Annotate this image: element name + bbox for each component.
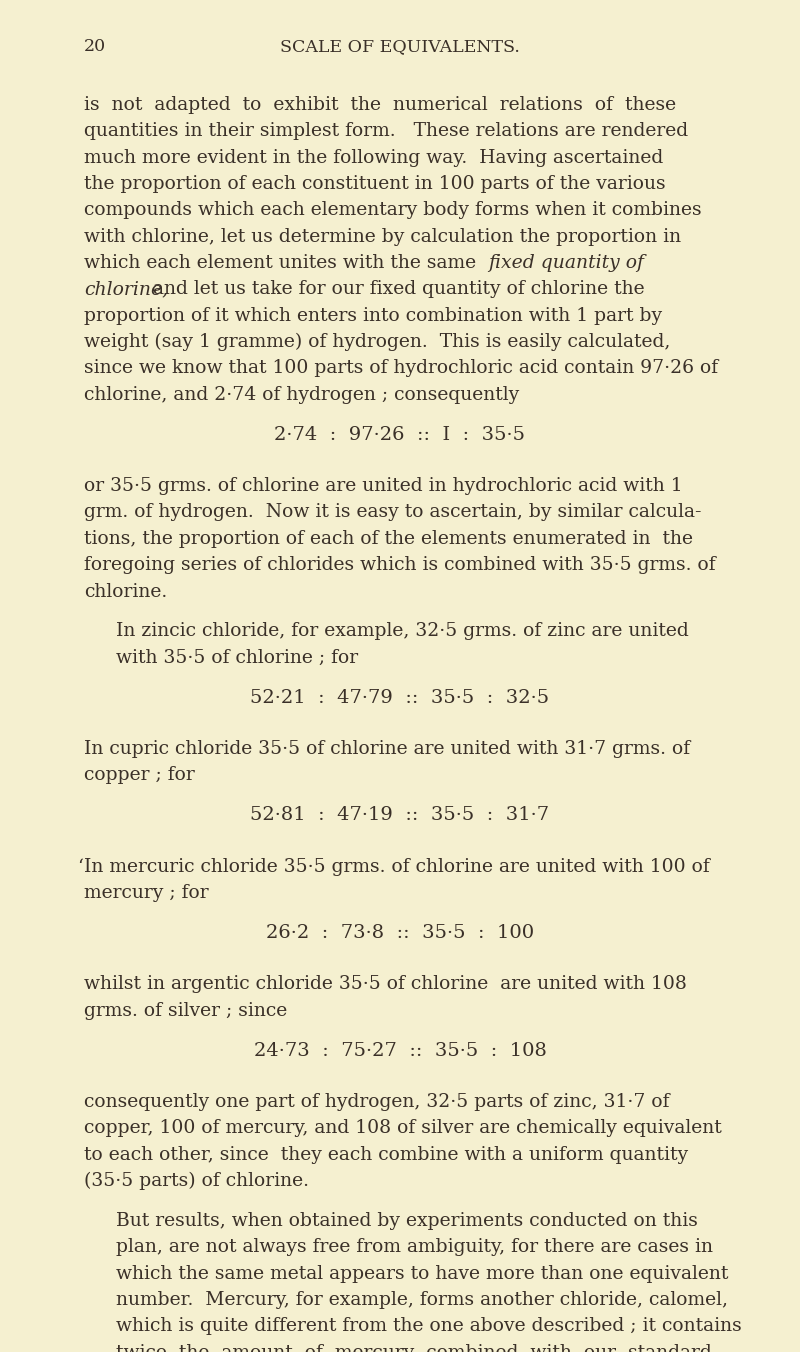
Text: or 35·5 grms. of chlorine are united in hydrochloric acid with 1: or 35·5 grms. of chlorine are united in … <box>84 477 682 495</box>
Text: consequently one part of hydrogen, 32·5 parts of zinc, 31·7 of: consequently one part of hydrogen, 32·5 … <box>84 1092 670 1111</box>
Text: 2·74  :  97·26  ::  I  :  35·5: 2·74 : 97·26 :: I : 35·5 <box>274 426 526 443</box>
Text: 24·73  :  75·27  ::  35·5  :  108: 24·73 : 75·27 :: 35·5 : 108 <box>254 1041 546 1060</box>
Text: ‘: ‘ <box>78 857 83 876</box>
Text: grm. of hydrogen.  Now it is easy to ascertain, by similar calcula-: grm. of hydrogen. Now it is easy to asce… <box>84 503 702 522</box>
Text: proportion of it which enters into combination with 1 part by: proportion of it which enters into combi… <box>84 307 662 324</box>
Text: to each other, since  they each combine with a uniform quantity: to each other, since they each combine w… <box>84 1145 688 1164</box>
Text: 52·21  :  47·79  ::  35·5  :  32·5: 52·21 : 47·79 :: 35·5 : 32·5 <box>250 688 550 707</box>
Text: plan, are not always free from ambiguity, for there are cases in: plan, are not always free from ambiguity… <box>116 1238 713 1256</box>
Text: fixed quantity of: fixed quantity of <box>488 254 644 272</box>
Text: SCALE OF EQUIVALENTS.: SCALE OF EQUIVALENTS. <box>280 38 520 55</box>
Text: quantities in their simplest form.   These relations are rendered: quantities in their simplest form. These… <box>84 122 688 141</box>
Text: which is quite different from the one above described ; it contains: which is quite different from the one ab… <box>116 1317 742 1336</box>
Text: with 35·5 of chlorine ; for: with 35·5 of chlorine ; for <box>116 649 358 667</box>
Text: 26·2  :  73·8  ::  35·5  :  100: 26·2 : 73·8 :: 35·5 : 100 <box>266 923 534 942</box>
Text: In zincic chloride, for example, 32·5 grms. of zinc are united: In zincic chloride, for example, 32·5 gr… <box>116 622 689 641</box>
Text: which the same metal appears to have more than one equivalent: which the same metal appears to have mor… <box>116 1264 728 1283</box>
Text: since we know that 100 parts of hydrochloric acid contain 97·26 of: since we know that 100 parts of hydrochl… <box>84 360 718 377</box>
Text: chlorine, and 2·74 of hydrogen ; consequently: chlorine, and 2·74 of hydrogen ; consequ… <box>84 385 519 404</box>
Text: copper ; for: copper ; for <box>84 767 194 784</box>
Text: number.  Mercury, for example, forms another chloride, calomel,: number. Mercury, for example, forms anot… <box>116 1291 728 1309</box>
Text: foregoing series of chlorides which is combined with 35·5 grms. of: foregoing series of chlorides which is c… <box>84 556 716 575</box>
Text: is  not  adapted  to  exhibit  the  numerical  relations  of  these: is not adapted to exhibit the numerical … <box>84 96 676 114</box>
Text: the proportion of each constituent in 100 parts of the various: the proportion of each constituent in 10… <box>84 174 666 193</box>
Text: tions, the proportion of each of the elements enumerated in  the: tions, the proportion of each of the ele… <box>84 530 693 548</box>
Text: grms. of silver ; since: grms. of silver ; since <box>84 1002 287 1019</box>
Text: weight (say 1 gramme) of hydrogen.  This is easily calculated,: weight (say 1 gramme) of hydrogen. This … <box>84 333 670 352</box>
Text: In mercuric chloride 35·5 grms. of chlorine are united with 100 of: In mercuric chloride 35·5 grms. of chlor… <box>84 857 710 876</box>
Text: In cupric chloride 35·5 of chlorine are united with 31·7 grms. of: In cupric chloride 35·5 of chlorine are … <box>84 740 690 758</box>
Text: mercury ; for: mercury ; for <box>84 884 209 902</box>
Text: compounds which each elementary body forms when it combines: compounds which each elementary body for… <box>84 201 702 219</box>
Text: But results, when obtained by experiments conducted on this: But results, when obtained by experiment… <box>116 1211 698 1230</box>
Text: 52·81  :  47·19  ::  35·5  :  31·7: 52·81 : 47·19 :: 35·5 : 31·7 <box>250 806 550 825</box>
Text: copper, 100 of mercury, and 108 of silver are chemically equivalent: copper, 100 of mercury, and 108 of silve… <box>84 1119 722 1137</box>
Text: whilst in argentic chloride 35·5 of chlorine  are united with 108: whilst in argentic chloride 35·5 of chlo… <box>84 975 687 994</box>
Text: and let us take for our fixed quantity of chlorine the: and let us take for our fixed quantity o… <box>147 280 645 299</box>
Text: twice  the  amount  of  mercury  combined  with  our  standard: twice the amount of mercury combined wit… <box>116 1344 712 1352</box>
Text: much more evident in the following way.  Having ascertained: much more evident in the following way. … <box>84 149 663 166</box>
Text: which each element unites with the same: which each element unites with the same <box>84 254 482 272</box>
Text: (35·5 parts) of chlorine.: (35·5 parts) of chlorine. <box>84 1172 309 1190</box>
Text: chlorine.: chlorine. <box>84 583 167 600</box>
Text: chlorine,: chlorine, <box>84 280 168 299</box>
Text: 20: 20 <box>84 38 106 55</box>
Text: with chlorine, let us determine by calculation the proportion in: with chlorine, let us determine by calcu… <box>84 227 681 246</box>
